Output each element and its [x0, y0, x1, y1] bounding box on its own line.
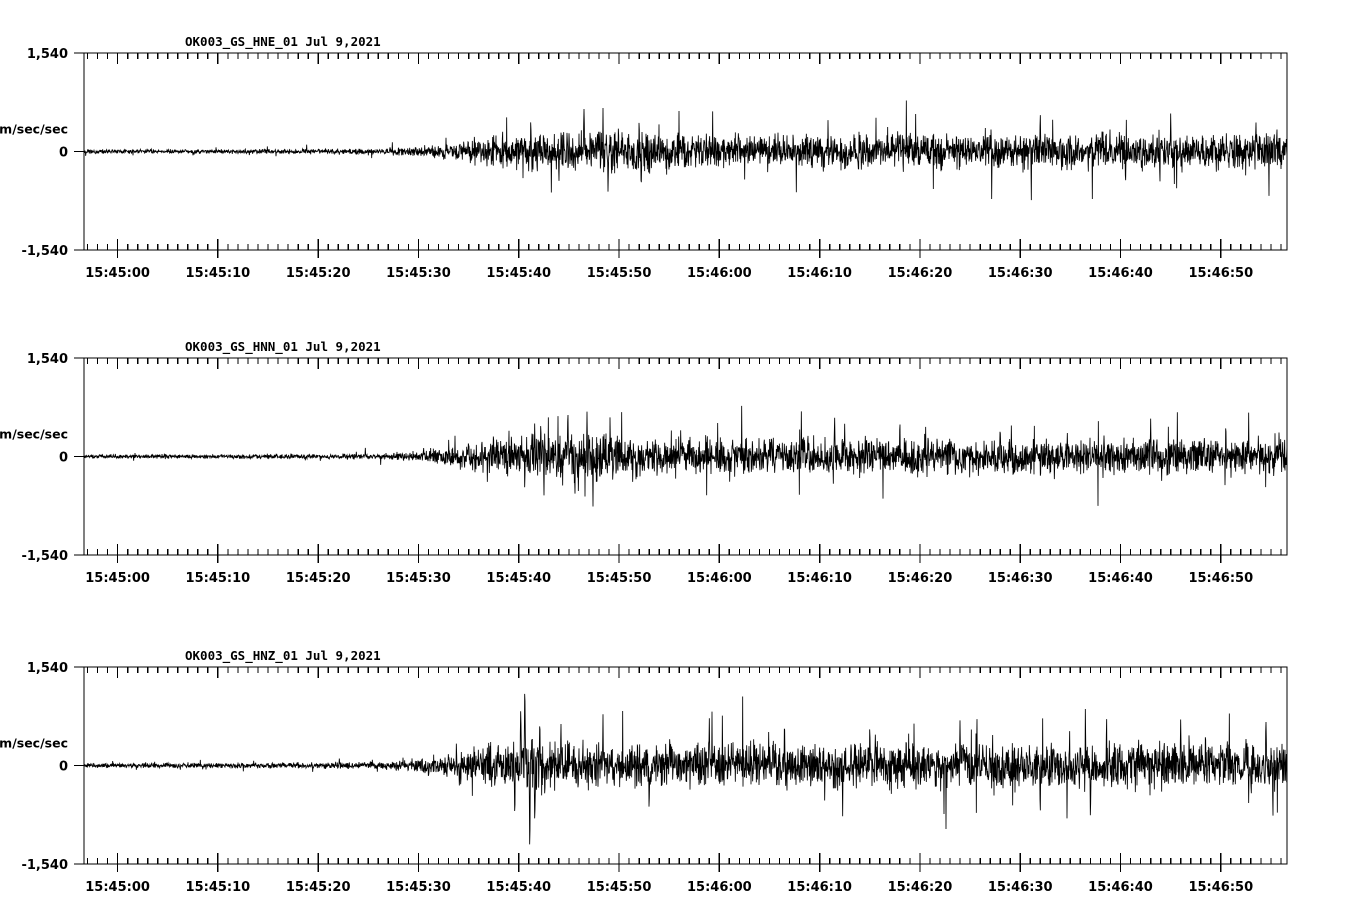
x-tick-label: 15:45:40 — [486, 571, 551, 586]
x-tick-label: 15:45:30 — [386, 880, 451, 895]
waveform-trace-hnn — [84, 405, 1287, 507]
seismogram-panel-hnn: 1,540 0 -1,540 cm/sec/sec OK003_GS_HNN_01 Ju… — [0, 305, 1358, 610]
x-tick-label: 15:45:20 — [286, 266, 351, 281]
x-tick-label: 15:45:10 — [186, 266, 251, 281]
y-axis-ticks — [74, 52, 84, 251]
x-tick-label: 15:46:40 — [1088, 571, 1153, 586]
x-tick-label: 15:45:40 — [486, 266, 551, 281]
x-tick-label: 15:45:40 — [486, 880, 551, 895]
x-tick-label: 15:46:50 — [1188, 880, 1253, 895]
x-tick-label: 15:45:10 — [186, 571, 251, 586]
y-tick-label: 1,540 — [27, 352, 68, 367]
waveform-trace-hne — [84, 100, 1287, 201]
x-tick-label: 15:46:30 — [988, 880, 1053, 895]
y-tick-label: 0 — [59, 146, 68, 161]
x-tick-label: 15:46:10 — [787, 571, 852, 586]
x-tick-label: 15:46:30 — [988, 266, 1053, 281]
x-tick-label: 15:45:10 — [186, 880, 251, 895]
x-tick-label: 15:45:30 — [386, 571, 451, 586]
y-tick-label: 1,540 — [27, 47, 68, 62]
y-tick-label: 0 — [59, 760, 68, 775]
y-axis-units-label: cm/sec/sec — [0, 427, 68, 442]
seismogram-panel-hne: 1,540 0 -1,540 cm/sec/sec OK003_GS_HNE_01 Ju… — [0, 0, 1358, 305]
x-axis-ticks — [86, 53, 1282, 258]
x-tick-label: 15:46:10 — [787, 880, 852, 895]
x-tick-label: 15:46:50 — [1188, 571, 1253, 586]
x-tick-label: 15:46:00 — [687, 266, 752, 281]
x-tick-label: 15:45:50 — [587, 571, 652, 586]
x-tick-label: 15:45:00 — [85, 571, 150, 586]
x-tick-label: 15:45:30 — [386, 266, 451, 281]
x-tick-label: 15:45:00 — [85, 266, 150, 281]
y-axis-units-label: cm/sec/sec — [0, 122, 68, 137]
x-tick-label: 15:46:20 — [888, 266, 953, 281]
seismogram-panel-hnz: 1,540 0 -1,540 cm/sec/sec OK003_GS_HNZ_01 Ju… — [0, 614, 1358, 919]
waveform-trace-hnz — [84, 693, 1287, 845]
panel-title: OK003_GS_HNZ_01 Jul 9,2021 — [185, 648, 381, 664]
x-tick-label: 15:46:20 — [888, 880, 953, 895]
x-tick-label: 15:46:00 — [687, 571, 752, 586]
x-tick-label: 15:45:20 — [286, 880, 351, 895]
panel-title: OK003_GS_HNE_01 Jul 9,2021 — [185, 34, 381, 50]
x-tick-label: 15:46:40 — [1088, 266, 1153, 281]
y-tick-label: 0 — [59, 451, 68, 466]
y-tick-label: -1,540 — [21, 244, 68, 259]
x-tick-label: 15:46:00 — [687, 880, 752, 895]
x-tick-label: 15:45:50 — [587, 266, 652, 281]
y-axis-ticks — [74, 666, 84, 865]
y-tick-label: -1,540 — [21, 858, 68, 873]
x-axis-ticks — [86, 667, 1282, 872]
x-tick-label: 15:46:10 — [787, 266, 852, 281]
x-axis-ticks — [86, 358, 1282, 563]
x-tick-label: 15:45:20 — [286, 571, 351, 586]
y-tick-label: 1,540 — [27, 661, 68, 676]
x-tick-label: 15:46:30 — [988, 571, 1053, 586]
y-axis-units-label: cm/sec/sec — [0, 736, 68, 751]
x-tick-label: 15:46:40 — [1088, 880, 1153, 895]
x-tick-label: 15:46:20 — [888, 571, 953, 586]
x-tick-label: 15:45:00 — [85, 880, 150, 895]
x-tick-label: 15:45:50 — [587, 880, 652, 895]
x-tick-label: 15:46:50 — [1188, 266, 1253, 281]
panel-title: OK003_GS_HNN_01 Jul 9,2021 — [185, 339, 381, 355]
y-tick-label: -1,540 — [21, 549, 68, 564]
y-axis-ticks — [74, 357, 84, 556]
